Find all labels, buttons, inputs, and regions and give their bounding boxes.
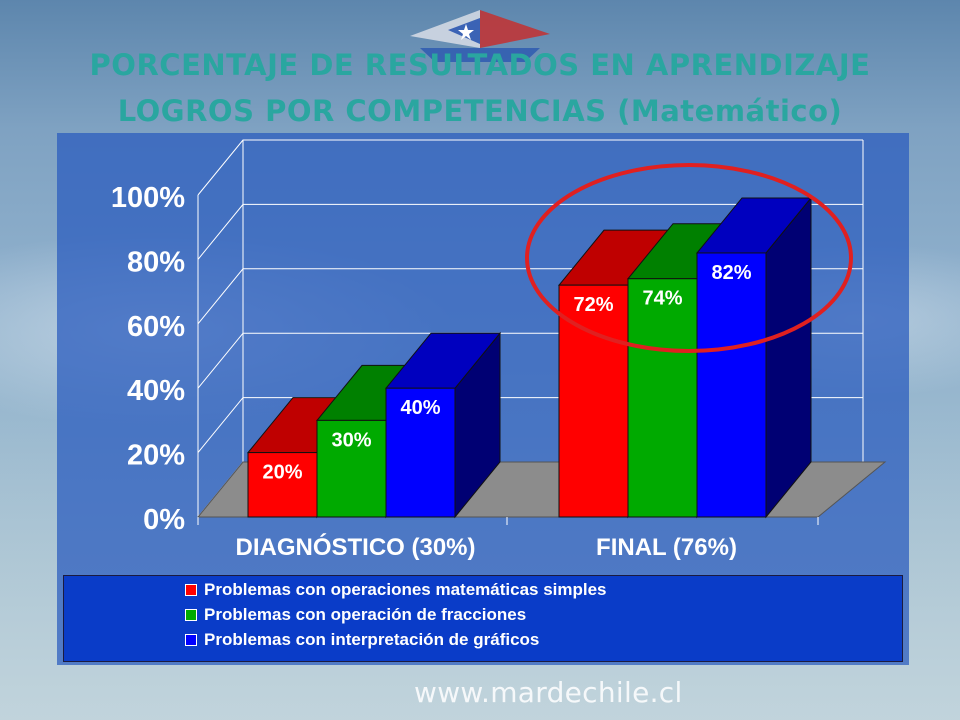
bar-value-label: 40% — [400, 397, 440, 419]
bar — [316, 419, 387, 518]
legend-label: Problemas con interpretación de gráficos — [204, 630, 540, 649]
y-tick-label: 40% — [127, 375, 185, 407]
y-tick-label: 100% — [111, 182, 185, 214]
y-tick-label: 60% — [127, 311, 185, 343]
bar-value-label: 20% — [262, 462, 302, 484]
gridline — [197, 139, 863, 196]
bar-value-label: 30% — [331, 429, 371, 451]
slide-title-line1: PORCENTAJE DE RESULTADOS EN APRENDIZAJE — [89, 48, 871, 82]
legend-swatch — [185, 584, 197, 596]
x-category-label: DIAGNÓSTICO (30%) — [235, 533, 475, 561]
chart-legend — [63, 575, 903, 662]
y-tick-label: 20% — [127, 440, 185, 472]
slide-title-line2: LOGROS POR COMPETENCIAS (Matemático) — [117, 94, 843, 128]
y-tick-label: 80% — [127, 246, 185, 278]
legend-entry-fractions: Problemas con operación de fracciones — [185, 605, 526, 625]
bar — [247, 452, 318, 518]
boat-flag-logo — [410, 10, 550, 62]
bar — [627, 278, 698, 518]
highlight-ellipse — [525, 163, 853, 353]
legend-swatch — [185, 609, 197, 621]
legend-entry-graphs: Problemas con interpretación de gráficos — [185, 630, 539, 650]
bar — [558, 284, 629, 518]
y-tick-label: 0% — [143, 504, 185, 536]
bar — [385, 387, 456, 518]
x-category-label: FINAL (76%) — [596, 534, 737, 561]
legend-label: Problemas con operación de fracciones — [204, 605, 527, 624]
legend-entry-simple-ops: Problemas con operaciones matemáticas si… — [185, 580, 607, 600]
legend-label: Problemas con operaciones matemáticas si… — [204, 580, 607, 599]
footer-website: www.mardechile.cl — [414, 676, 683, 709]
bar — [696, 252, 767, 518]
bar-value-label: 72% — [573, 294, 613, 316]
bar-value-label: 82% — [711, 262, 751, 284]
bar-side — [765, 196, 812, 519]
legend-swatch — [185, 634, 197, 646]
bar-value-label: 74% — [642, 288, 682, 310]
